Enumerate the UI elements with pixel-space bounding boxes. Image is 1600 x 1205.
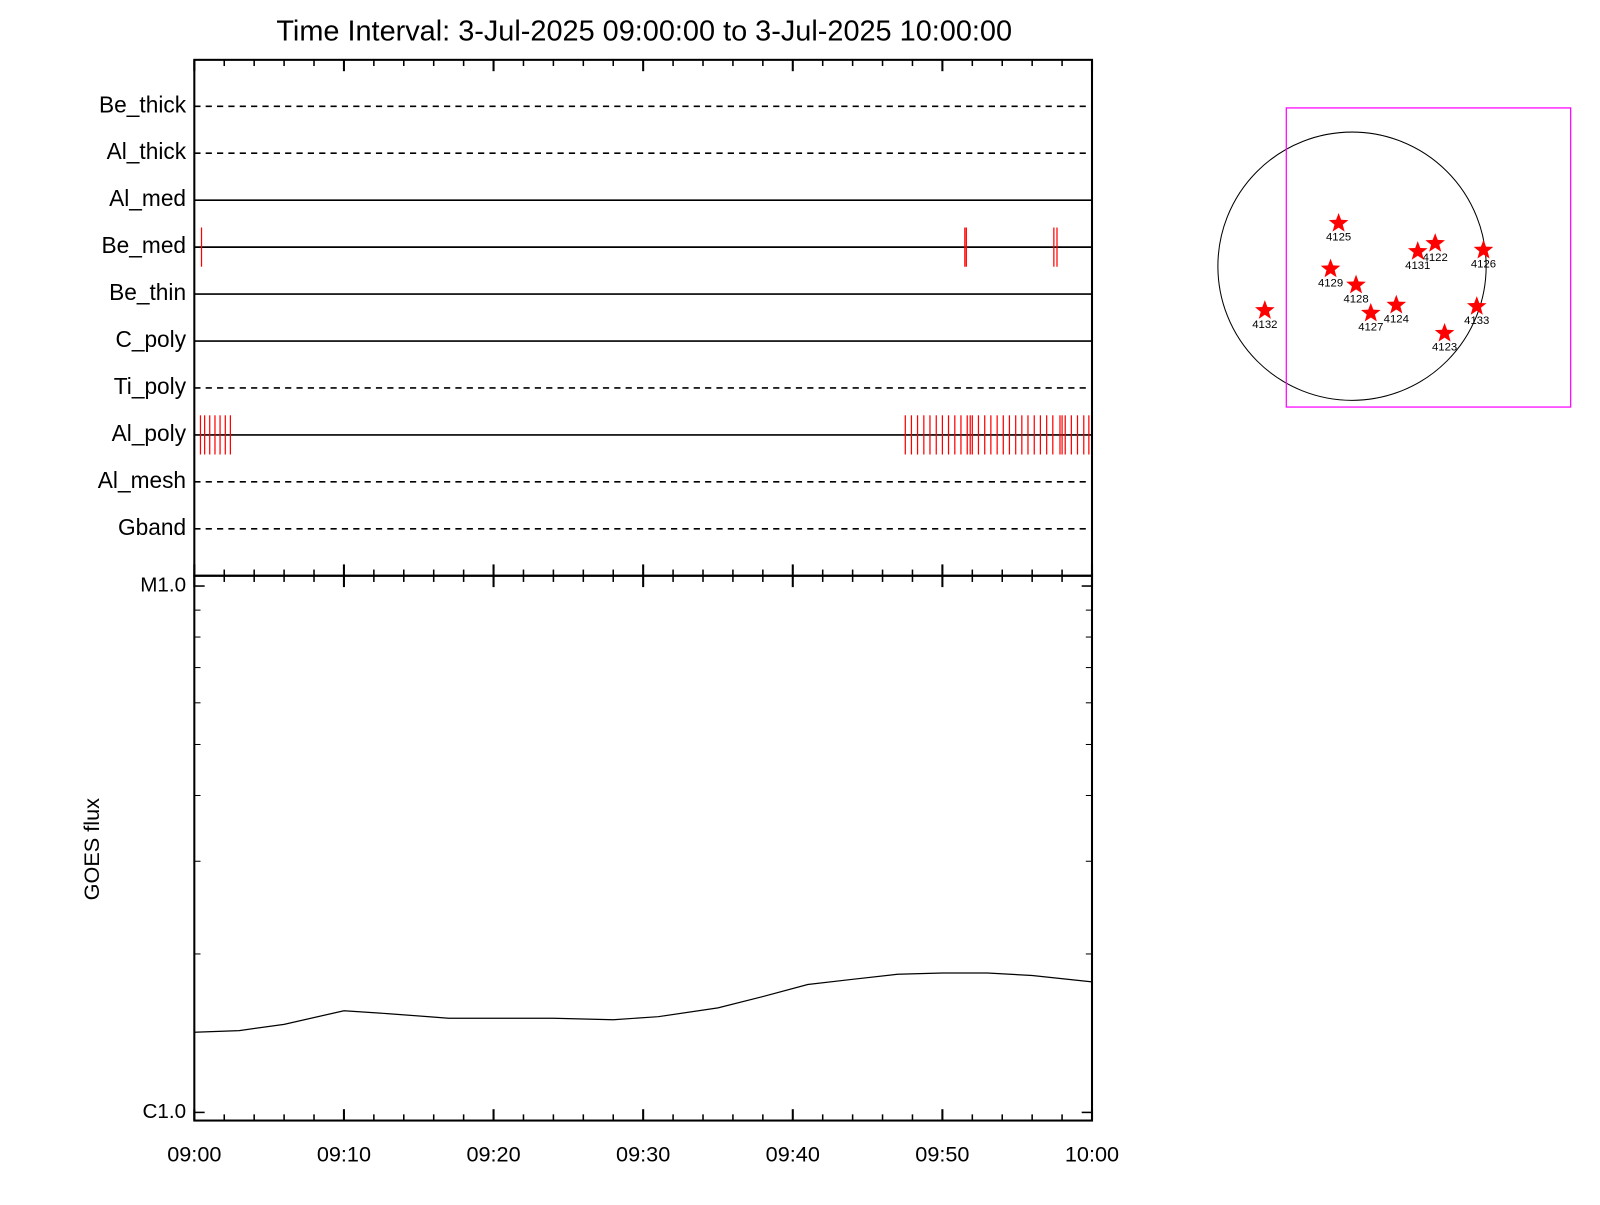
region-label: 4125 bbox=[1326, 232, 1351, 244]
row-label: Be_med bbox=[102, 232, 187, 258]
flux-line bbox=[194, 972, 1093, 1033]
y-axis-label: GOES flux bbox=[79, 798, 104, 900]
region-star bbox=[1255, 300, 1275, 319]
region-label: 4131 bbox=[1405, 260, 1430, 272]
x-tick-label: 09:20 bbox=[466, 1141, 520, 1166]
region-label: 4123 bbox=[1432, 342, 1457, 354]
region-star bbox=[1360, 302, 1381, 322]
region-label: 4122 bbox=[1423, 252, 1448, 264]
row-label: Al_med bbox=[109, 185, 186, 211]
flux-frame bbox=[193, 574, 1094, 1122]
row-label: Ti_poly bbox=[114, 373, 187, 399]
row-label: C_poly bbox=[115, 326, 186, 352]
x-tick-label: 09:30 bbox=[616, 1141, 670, 1166]
row-label: Al_thick bbox=[107, 138, 187, 164]
y-tick-label: M1.0 bbox=[140, 573, 186, 596]
solar-disk bbox=[1217, 131, 1487, 401]
region-label: 4129 bbox=[1318, 277, 1343, 289]
chart-title: Time Interval: 3-Jul-2025 09:00:00 to 3-… bbox=[276, 16, 1012, 48]
region-label: 4124 bbox=[1384, 314, 1409, 326]
x-tick-label: 10:00 bbox=[1065, 1141, 1119, 1166]
region-star bbox=[1466, 296, 1487, 315]
x-tick-label: 09:50 bbox=[915, 1141, 969, 1166]
timeline-frame bbox=[193, 58, 1094, 577]
region-star bbox=[1328, 212, 1349, 232]
region-label: 4133 bbox=[1464, 315, 1489, 327]
row-label: Gband bbox=[118, 514, 186, 540]
region-label: 4128 bbox=[1343, 293, 1368, 305]
row-label: Be_thick bbox=[99, 91, 187, 117]
row-label: Al_poly bbox=[112, 420, 187, 446]
x-tick-label: 09:00 bbox=[167, 1141, 221, 1166]
x-tick-label: 09:10 bbox=[317, 1141, 371, 1166]
x-tick-label: 09:40 bbox=[766, 1141, 820, 1166]
row-label: Be_thin bbox=[109, 279, 186, 305]
region-star bbox=[1425, 233, 1445, 252]
y-tick-label: C1.0 bbox=[142, 1100, 186, 1123]
region-star bbox=[1320, 258, 1341, 278]
region-star bbox=[1386, 294, 1407, 314]
region-star bbox=[1473, 239, 1494, 259]
region-label: 4126 bbox=[1471, 259, 1496, 271]
region-label: 4127 bbox=[1358, 322, 1383, 334]
fov-box bbox=[1285, 107, 1572, 408]
region-star bbox=[1346, 274, 1366, 294]
region-star bbox=[1407, 241, 1428, 260]
region-star bbox=[1434, 322, 1455, 342]
region-label: 4132 bbox=[1252, 319, 1277, 331]
row-label: Al_mesh bbox=[98, 467, 186, 493]
